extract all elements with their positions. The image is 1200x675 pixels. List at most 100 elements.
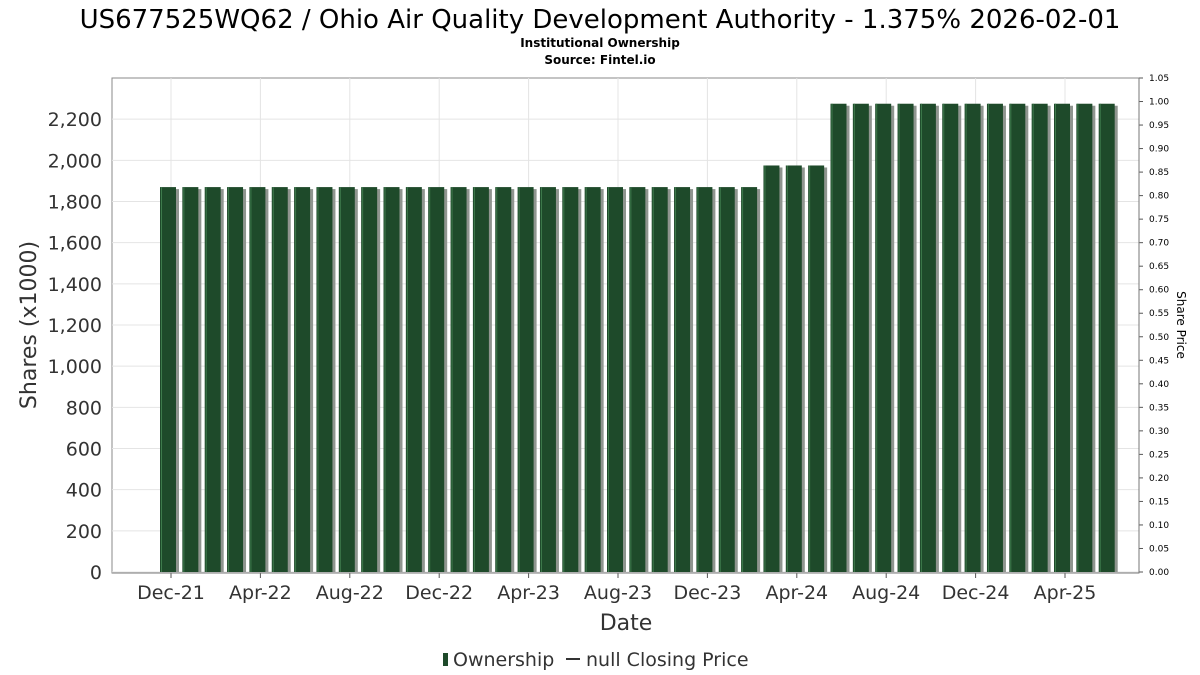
bar [584,187,601,572]
bar [629,187,646,572]
bar [495,187,512,572]
bar [607,187,623,572]
y-tick-label: 600 [66,439,102,461]
legend-price-label: null Closing Price [586,649,749,671]
y-tick-label: 1,200 [48,315,102,337]
bar [338,187,355,572]
y2-tick-label: 0.50 [1149,333,1169,343]
bar [562,187,579,572]
bar [808,165,825,572]
bars-layer [160,103,1118,573]
bar [472,187,489,572]
bar [539,187,556,572]
y2-tick-label: 0.20 [1149,474,1169,484]
y2-tick-label: 0.15 [1149,497,1169,507]
legend: Ownership null Closing Price [443,649,749,671]
y2-tick-label: 0.30 [1149,427,1169,437]
bar [160,187,176,572]
bar [204,187,221,572]
bar [785,165,802,572]
y2-tick-label: 0.00 [1149,568,1169,578]
legend-ownership-swatch [443,653,448,666]
y-axis-label: Shares (x1000) [17,241,42,409]
y-tick-label: 2,200 [48,109,102,131]
x-tick-label: Aug-22 [316,582,384,604]
y2-tick-label: 0.85 [1149,168,1169,178]
y2-tick-label: 0.40 [1149,380,1169,390]
bar [1031,103,1048,573]
bar [316,187,333,572]
bar [271,187,288,572]
y2-tick-label: 0.90 [1149,145,1169,155]
y-tick-label: 1,600 [48,233,102,255]
y2-axis: 0.00 0.05 0.10 0.15 0.20 0.25 0.30 0.35 0.40 0.45… [1138,74,1169,578]
y2-tick-label: 0.70 [1149,239,1169,249]
bar [741,187,758,572]
x-axis: Dec-21 Apr-22 Aug-22 Dec-22 Apr-23 Aug-23 Dec-… [112,572,1139,604]
bar [428,187,445,572]
bar [1054,103,1070,573]
legend-ownership-label: Ownership [453,649,554,671]
x-tick-label: Dec-24 [942,582,1010,604]
x-tick-label: Apr-23 [497,582,560,604]
x-tick-label: Dec-22 [405,582,473,604]
y2-tick-label: 0.95 [1149,121,1169,131]
bar [227,187,244,572]
bar [986,103,1003,573]
bar [294,187,311,572]
bar [249,187,266,572]
bar [964,103,981,573]
bar [852,103,869,573]
bar [361,187,378,572]
y-tick-label: 1,000 [48,356,102,378]
y2-tick-label: 0.35 [1149,403,1169,413]
x-axis-label: Date [600,611,653,636]
y-tick-label: 2,000 [48,150,102,172]
bar [674,187,691,572]
y2-tick-label: 1.05 [1149,74,1169,84]
bar [763,165,780,572]
bar [405,187,422,572]
y2-tick-label: 0.55 [1149,309,1169,319]
bar [1098,103,1115,573]
y2-tick-label: 1.00 [1149,98,1169,108]
bar [182,187,199,572]
x-tick-label: Aug-23 [584,582,652,604]
bar [942,103,959,573]
y-tick-label: 400 [66,480,102,502]
chart-subtitle-2: Source: Fintel.io [544,53,655,67]
y-tick-label: 0 [90,562,102,584]
y2-tick-label: 0.65 [1149,262,1169,272]
bar [875,103,892,573]
y-tick-label: 200 [66,521,102,543]
x-tick-label: Dec-23 [673,582,741,604]
bar [919,103,936,573]
y2-tick-label: 0.75 [1149,215,1169,225]
chart-title: US677525WQ62 / Ohio Air Quality Developm… [80,5,1121,35]
x-tick-label: Apr-22 [229,582,292,604]
y2-tick-label: 0.10 [1149,521,1169,531]
y-tick-label: 1,800 [48,192,102,214]
bar [1009,103,1026,573]
bar [383,187,400,572]
bar [830,103,847,573]
bar [450,187,467,572]
y2-tick-label: 0.80 [1149,192,1169,202]
x-tick-label: Apr-24 [765,582,828,604]
y2-tick-label: 0.05 [1149,544,1169,554]
bar [651,187,668,572]
chart-subtitle-1: Institutional Ownership [520,36,680,50]
bar [718,187,735,572]
y2-tick-label: 0.45 [1149,356,1169,366]
bar [517,187,534,572]
x-tick-label: Apr-25 [1034,582,1097,604]
y-axis: 0 200 400 600 800 1,000 1,200 1,400 1,600 1,800 2,… [48,109,102,584]
bar [897,103,914,573]
y-tick-label: 800 [66,397,102,419]
y-tick-label: 1,400 [48,274,102,296]
bar [1076,103,1093,573]
bar [696,187,713,572]
y2-tick-label: 0.60 [1149,286,1169,296]
y2-axis-label: Share Price [1174,291,1188,359]
